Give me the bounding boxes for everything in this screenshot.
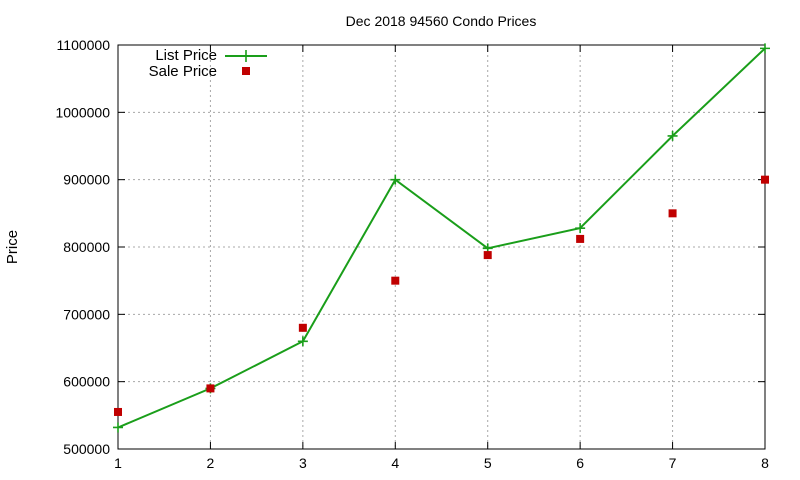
y-tick-label: 1100000: [57, 37, 111, 53]
x-tick-label: 5: [484, 455, 492, 471]
list-price-marker: [113, 422, 123, 433]
legend-marker-sale-price: [242, 67, 250, 75]
x-tick-label: 8: [761, 455, 769, 471]
list-price-marker: [760, 43, 770, 54]
legend-label-list-price: List Price: [155, 47, 217, 64]
series-layer: [113, 43, 770, 433]
sale-price-marker: [206, 384, 215, 393]
y-tick-label: 1000000: [55, 104, 110, 120]
x-axis-ticks: 1 2 3 4 5 6 7 8: [114, 45, 769, 471]
list-price-line: [117, 47, 766, 429]
sale-price-marker: [391, 276, 400, 285]
x-tick-label: 3: [299, 455, 307, 471]
y-tick-label: 500000: [63, 441, 110, 457]
sale-price-marker: [114, 407, 122, 416]
sale-price-marker: [576, 234, 585, 243]
list-price-marker: [390, 174, 401, 185]
y-tick-label: 600000: [63, 374, 110, 390]
x-tick-label: 4: [391, 455, 399, 471]
y-tick-label: 800000: [63, 239, 110, 255]
x-tick-label: 2: [207, 455, 215, 471]
list-price-marker: [297, 336, 308, 347]
sale-price-marker: [483, 251, 492, 260]
y-axis-label: Price: [4, 230, 21, 264]
list-price-marker: [667, 130, 678, 141]
y-tick-label: 700000: [63, 306, 110, 322]
x-tick-label: 1: [114, 455, 122, 471]
sale-price-marker: [668, 209, 677, 218]
y-tick-label: 900000: [63, 172, 110, 188]
sale-price-marker: [761, 175, 769, 184]
list-price-marker: [575, 223, 586, 234]
y-axis-ticks: 500000 600000 700000 800000 900000 1000000 110…: [55, 37, 765, 457]
chart-title: Dec 2018 94560 Condo Prices: [346, 13, 537, 29]
legend-label-sale-price: Sale Price: [149, 63, 217, 80]
legend-marker-list-price: [240, 50, 252, 62]
x-tick-label: 7: [669, 455, 677, 471]
sale-price-marker: [298, 323, 307, 332]
x-tick-label: 6: [576, 455, 584, 471]
legend: List Price Sale Price: [149, 47, 267, 80]
